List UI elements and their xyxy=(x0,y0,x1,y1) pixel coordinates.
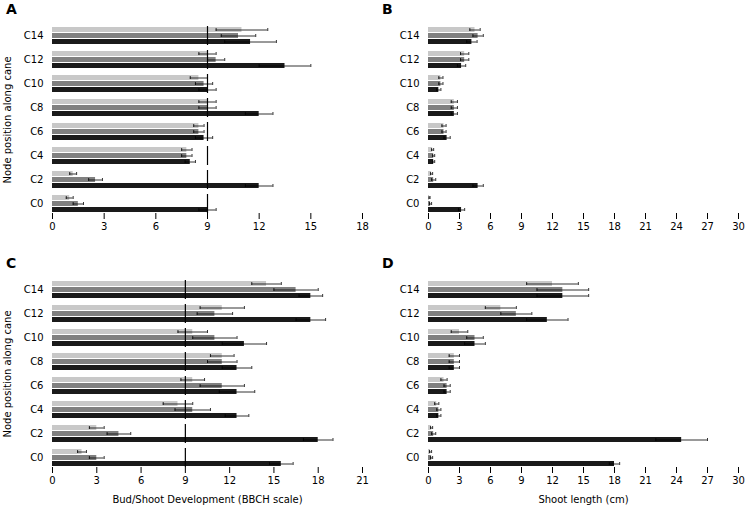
svg-text:Node position along cane: Node position along cane xyxy=(2,310,13,437)
html-text:D: D xyxy=(382,255,394,271)
svg-text:12: 12 xyxy=(546,475,559,486)
svg-text:9: 9 xyxy=(204,221,210,232)
svg-text:C0: C0 xyxy=(406,198,419,209)
svg-text:C14: C14 xyxy=(24,284,44,295)
svg-text:18: 18 xyxy=(608,475,621,486)
svg-text:9: 9 xyxy=(518,475,524,486)
svg-text:C10: C10 xyxy=(24,78,44,89)
svg-text:C12: C12 xyxy=(24,308,44,319)
svg-text:C12: C12 xyxy=(24,54,44,65)
svg-text:15: 15 xyxy=(577,221,590,232)
svg-text:C12: C12 xyxy=(400,54,420,65)
svg-text:30: 30 xyxy=(732,221,745,232)
svg-text:C6: C6 xyxy=(30,126,43,137)
svg-text:C14: C14 xyxy=(24,30,44,41)
svg-text:27: 27 xyxy=(701,475,714,486)
svg-text:C4: C4 xyxy=(30,150,43,161)
svg-text:6: 6 xyxy=(487,221,493,232)
svg-text:3: 3 xyxy=(94,475,100,486)
svg-text:24: 24 xyxy=(670,221,683,232)
svg-text:0: 0 xyxy=(49,475,55,486)
svg-text:9: 9 xyxy=(518,221,524,232)
svg-text:C8: C8 xyxy=(406,102,419,113)
svg-text:C0: C0 xyxy=(30,198,43,209)
svg-text:C8: C8 xyxy=(30,102,43,113)
svg-text:15: 15 xyxy=(304,221,317,232)
svg-text:27: 27 xyxy=(701,221,714,232)
svg-text:12: 12 xyxy=(546,221,559,232)
html-text:A: A xyxy=(6,1,17,17)
svg-text:21: 21 xyxy=(639,475,652,486)
svg-text:C2: C2 xyxy=(30,174,43,185)
svg-text:Node position along cane: Node position along cane xyxy=(2,56,13,183)
svg-text:C4: C4 xyxy=(406,404,419,415)
svg-text:C0: C0 xyxy=(406,452,419,463)
svg-text:15: 15 xyxy=(577,475,590,486)
svg-text:C2: C2 xyxy=(406,174,419,185)
svg-text:21: 21 xyxy=(356,475,369,486)
svg-text:0: 0 xyxy=(49,221,55,232)
svg-text:6: 6 xyxy=(487,475,493,486)
svg-text:6: 6 xyxy=(138,475,144,486)
html-text:B: B xyxy=(382,1,393,17)
html-text:C: C xyxy=(6,255,17,271)
svg-text:C10: C10 xyxy=(400,78,420,89)
svg-text:Shoot length (cm): Shoot length (cm) xyxy=(538,494,628,505)
svg-text:9: 9 xyxy=(182,475,188,486)
svg-text:3: 3 xyxy=(456,475,462,486)
svg-text:C10: C10 xyxy=(400,332,420,343)
svg-text:18: 18 xyxy=(312,475,325,486)
svg-text:C4: C4 xyxy=(406,150,419,161)
svg-text:18: 18 xyxy=(356,221,369,232)
svg-text:21: 21 xyxy=(639,221,652,232)
svg-text:C6: C6 xyxy=(30,380,43,391)
svg-text:Bud/Shoot Development (BBCH sc: Bud/Shoot Development (BBCH scale) xyxy=(112,494,302,505)
svg-text:18: 18 xyxy=(608,221,621,232)
svg-text:C14: C14 xyxy=(400,30,420,41)
svg-text:C0: C0 xyxy=(30,452,43,463)
svg-text:C10: C10 xyxy=(24,332,44,343)
svg-text:12: 12 xyxy=(223,475,236,486)
svg-text:30: 30 xyxy=(732,475,745,486)
svg-text:15: 15 xyxy=(268,475,281,486)
svg-text:C2: C2 xyxy=(30,428,43,439)
svg-text:C8: C8 xyxy=(30,356,43,367)
svg-text:3: 3 xyxy=(101,221,107,232)
svg-text:C8: C8 xyxy=(406,356,419,367)
svg-text:C4: C4 xyxy=(30,404,43,415)
svg-text:C2: C2 xyxy=(406,428,419,439)
svg-text:0: 0 xyxy=(425,475,431,486)
svg-text:3: 3 xyxy=(456,221,462,232)
svg-text:C12: C12 xyxy=(400,308,420,319)
svg-text:24: 24 xyxy=(670,475,683,486)
svg-text:C6: C6 xyxy=(406,126,419,137)
svg-text:0: 0 xyxy=(425,221,431,232)
svg-text:12: 12 xyxy=(253,221,266,232)
svg-text:C6: C6 xyxy=(406,380,419,391)
svg-text:C14: C14 xyxy=(400,284,420,295)
svg-text:6: 6 xyxy=(153,221,159,232)
